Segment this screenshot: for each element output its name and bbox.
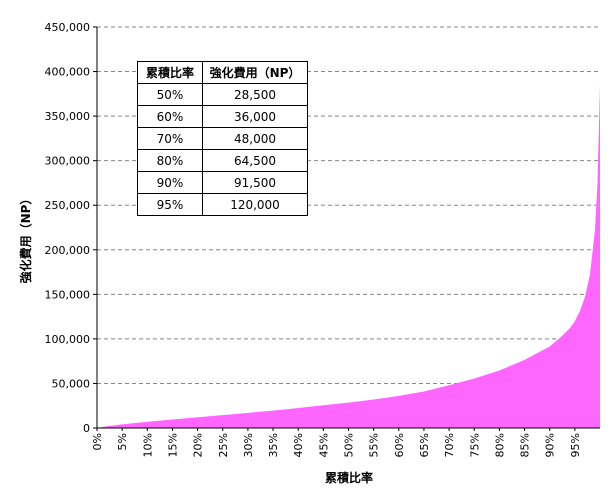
x-tick-label: 80% (493, 433, 506, 457)
table-cell-ratio: 90% (137, 171, 203, 194)
table-row: 60% 36,000 (137, 105, 308, 128)
x-tick-label: 40% (292, 433, 305, 457)
y-tick-label: 0 (83, 422, 90, 435)
table-cell-cost: 64,500 (202, 149, 308, 172)
x-tick-label: 5% (116, 433, 129, 450)
table-cell-cost: 91,500 (202, 171, 308, 194)
x-tick-label: 45% (317, 433, 330, 457)
table-cell-cost: 36,000 (202, 105, 308, 128)
y-tick-label: 400,000 (45, 66, 91, 79)
plot-area (97, 84, 600, 428)
y-tick-labels: 0 50,000 100,000 150,000 200,000 250,000 300,0… (45, 21, 91, 435)
table-header-row: 累積比率 強化費用（NP） (137, 61, 308, 84)
table-cell-ratio: 95% (137, 193, 203, 216)
x-tick-label: 60% (393, 433, 406, 457)
x-tick-label: 65% (418, 433, 431, 457)
x-tick-label: 50% (343, 433, 356, 457)
y-tick-label: 300,000 (45, 155, 91, 168)
x-tick-labels: 0% 5% 10% 15% 20% 25% 30% 35% 40% 45% 50% 55% 60% 65%… (91, 433, 582, 457)
x-tick-label: 75% (468, 433, 481, 457)
x-tick-label: 10% (141, 433, 154, 457)
data-table: 累積比率 強化費用（NP） 50% 28,500 60% 36,000 70% … (137, 61, 308, 216)
x-axis-title: 累積比率 (325, 470, 373, 485)
x-tick-label: 85% (519, 433, 532, 457)
x-tick-label: 55% (368, 433, 381, 457)
y-tick-label: 350,000 (45, 110, 91, 123)
axes (93, 26, 600, 431)
x-tick-label: 35% (267, 433, 280, 457)
table-row: 70% 48,000 (137, 127, 308, 150)
table-row: 50% 28,500 (137, 83, 308, 106)
table-cell-ratio: 80% (137, 149, 203, 172)
x-tick-label: 15% (166, 433, 179, 457)
y-tick-label: 250,000 (45, 199, 91, 212)
x-tick-label: 90% (544, 433, 557, 457)
area-series (97, 84, 600, 428)
table-cell-cost: 48,000 (202, 127, 308, 150)
table-row: 80% 64,500 (137, 149, 308, 172)
table-cell-cost: 28,500 (202, 83, 308, 106)
table-cell-ratio: 50% (137, 83, 203, 106)
y-axis-title: 強化費用（NP） (18, 193, 33, 284)
x-tick-label: 30% (242, 433, 255, 457)
x-tick-label: 70% (443, 433, 456, 457)
table-header-cost: 強化費用（NP） (202, 61, 308, 84)
y-tick-label: 150,000 (45, 288, 91, 301)
y-tick-label: 100,000 (45, 333, 91, 346)
y-tick-label: 450,000 (45, 21, 91, 34)
table-cell-cost: 120,000 (202, 193, 308, 216)
x-tick-label: 20% (192, 433, 205, 457)
table-row: 90% 91,500 (137, 171, 308, 194)
table-header-ratio: 累積比率 (137, 61, 203, 84)
x-tick-label: 25% (217, 433, 230, 457)
table-row: 95% 120,000 (137, 193, 308, 216)
y-tick-label: 50,000 (52, 377, 91, 390)
y-tick-label: 200,000 (45, 244, 91, 257)
x-tick-label: 95% (569, 433, 582, 457)
x-tick-label: 0% (91, 433, 104, 450)
table-cell-ratio: 70% (137, 127, 203, 150)
table-cell-ratio: 60% (137, 105, 203, 128)
